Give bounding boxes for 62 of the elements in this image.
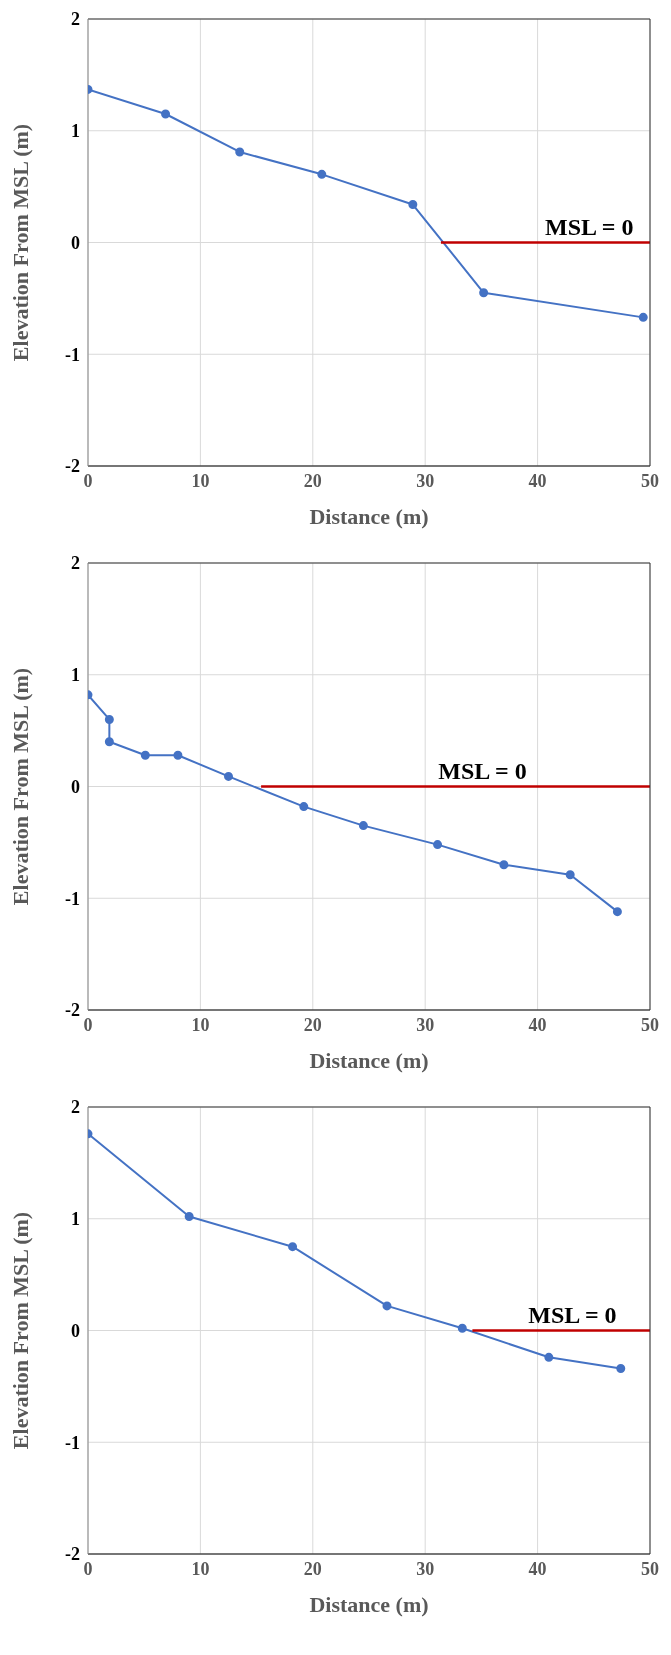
point: [382, 1301, 392, 1311]
point: [184, 1212, 194, 1222]
x-tick-label: 40: [528, 1014, 547, 1035]
point: [616, 1364, 626, 1373]
point: [299, 802, 309, 812]
point: [433, 840, 443, 850]
point: [408, 200, 418, 210]
point: [317, 169, 327, 179]
point: [499, 860, 509, 870]
annotation: MSL = 0: [545, 213, 634, 240]
x-axis-title: Distance (m): [309, 1592, 429, 1617]
y-axis-title: Elevation From MSL (m): [7, 1211, 33, 1450]
point: [235, 147, 245, 157]
y-axis-title: Elevation From MSL (m): [7, 123, 33, 362]
point: [140, 750, 150, 760]
point: [288, 1242, 298, 1252]
y-tick-label: -1: [65, 344, 80, 365]
x-tick-label: 50: [641, 470, 659, 491]
y-tick-label: 1: [71, 665, 80, 686]
y-tick-label: 2: [71, 1097, 80, 1118]
point: [457, 1323, 467, 1333]
point: [224, 771, 233, 781]
x-tick-label: 40: [528, 1558, 547, 1579]
point: [612, 907, 622, 917]
x-tick-label: 50: [641, 1014, 659, 1035]
point: [104, 737, 114, 747]
y-tick-label: 0: [71, 232, 80, 253]
x-axis-title: Distance (m): [309, 1048, 429, 1073]
y-tick-label: 1: [71, 121, 80, 142]
y-tick-label: -2: [65, 1544, 80, 1565]
point: [638, 312, 648, 322]
y-tick-label: -1: [65, 888, 80, 909]
y-tick-label: -2: [65, 1000, 80, 1021]
x-tick-label: 10: [191, 470, 210, 491]
y-tick-label: 2: [71, 553, 80, 574]
point: [565, 870, 575, 880]
x-tick-label: 20: [303, 1014, 322, 1035]
y-tick-label: -2: [65, 456, 80, 477]
x-tick-label: 20: [303, 470, 322, 491]
x-tick-label: 10: [191, 1558, 210, 1579]
y-tick-label: 1: [71, 1209, 80, 1230]
y-axis-title: Elevation From MSL (m): [7, 667, 33, 906]
y-tick-label: 0: [71, 776, 80, 797]
y-tick-label: -1: [65, 1432, 80, 1453]
x-tick-label: 10: [191, 1014, 210, 1035]
x-tick-label: 30: [416, 1558, 435, 1579]
y-tick-label: 0: [71, 1320, 80, 1341]
y-tick-label: 2: [71, 9, 80, 30]
x-tick-label: 50: [641, 1558, 659, 1579]
x-tick-label: 40: [528, 470, 547, 491]
point: [161, 109, 171, 119]
annotation: MSL = 0: [528, 1301, 617, 1328]
point: [479, 288, 489, 298]
x-tick-label: 30: [416, 1014, 435, 1035]
x-tick-label: 20: [303, 1558, 322, 1579]
point: [358, 821, 368, 831]
point: [544, 1352, 554, 1362]
x-tick-label: 30: [416, 470, 435, 491]
point: [104, 714, 114, 724]
x-axis-title: Distance (m): [309, 504, 429, 529]
point: [173, 750, 183, 760]
annotation: MSL = 0: [438, 757, 527, 784]
